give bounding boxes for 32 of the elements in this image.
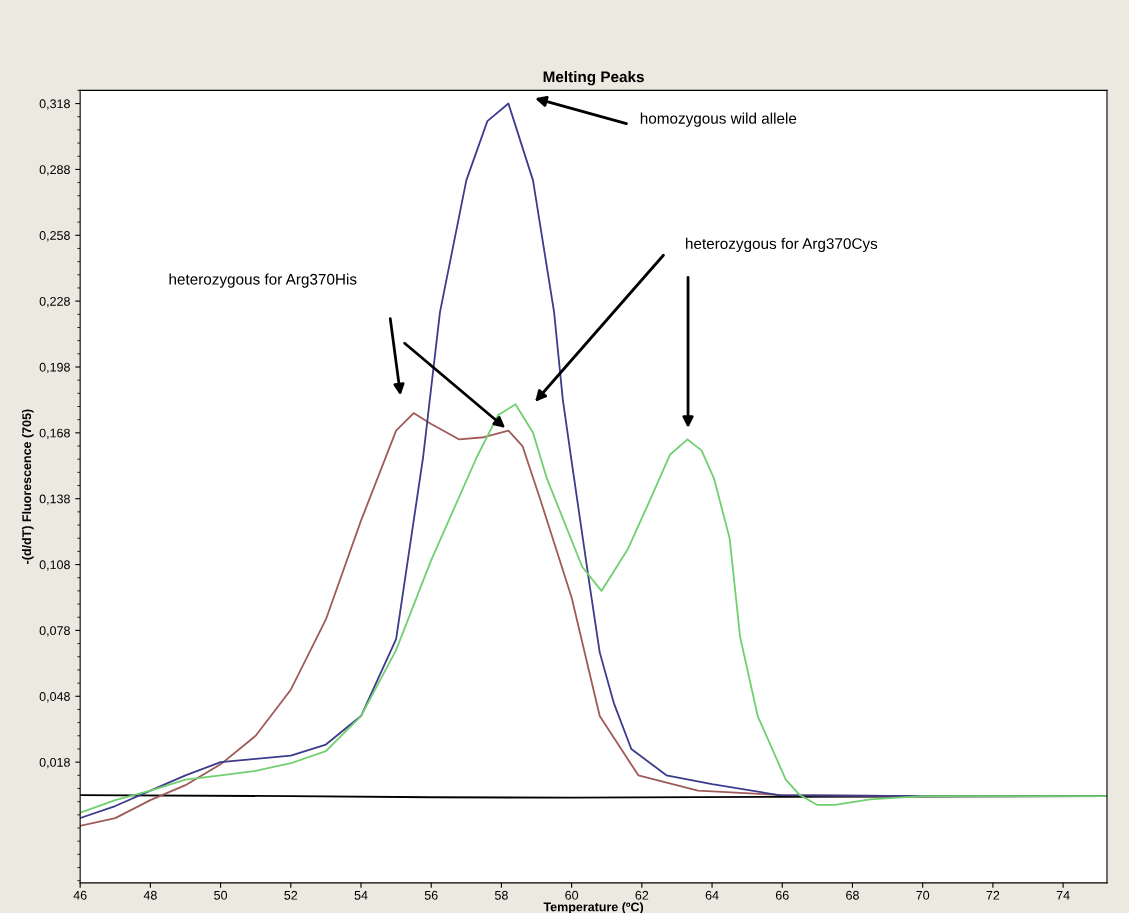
x-tick-label: 50: [214, 890, 228, 900]
y-tick-label: 0,168: [39, 428, 70, 439]
x-tick-label: 60: [565, 890, 579, 900]
y-axis-title: -(d/dT) Fluorescence (705): [21, 409, 34, 564]
x-tick-label: 72: [986, 890, 1000, 900]
x-tick-label: 58: [494, 890, 508, 900]
annotation: heterozygous for Arg370Cys: [686, 237, 878, 253]
x-tick-label: 74: [1056, 890, 1070, 900]
x-tick-label: 48: [143, 890, 157, 900]
y-tick-label: 0,258: [39, 231, 70, 242]
y-tick-label: 0,078: [39, 626, 70, 637]
y-tick-label: 0,318: [39, 99, 70, 110]
x-tick-label: 70: [916, 890, 930, 900]
y-tick-label: 0,138: [39, 494, 70, 505]
annotation: homozygous wild allele: [640, 112, 797, 127]
x-tick-label: 56: [424, 890, 438, 900]
y-tick-label: 0,288: [39, 165, 70, 176]
y-tick-label: 0,048: [39, 692, 70, 703]
annotation: heterozygous for Arg370His: [169, 273, 357, 288]
x-tick-label: 54: [354, 890, 368, 900]
y-tick-label: 0,108: [39, 560, 70, 571]
x-axis-title: Temperature (ºC): [543, 902, 644, 913]
x-tick-label: 62: [635, 890, 649, 900]
y-tick-label: 0,018: [39, 757, 70, 769]
chart-title: Melting Peaks: [543, 70, 644, 86]
y-tick-label: 0,198: [39, 362, 70, 374]
y-tick-label: 0,228: [39, 296, 70, 308]
x-tick-label: 46: [73, 890, 87, 900]
x-tick-label: 66: [775, 890, 789, 900]
x-tick-label: 68: [846, 890, 859, 900]
x-tick-label: 52: [284, 890, 298, 900]
x-tick-label: 64: [705, 890, 719, 900]
